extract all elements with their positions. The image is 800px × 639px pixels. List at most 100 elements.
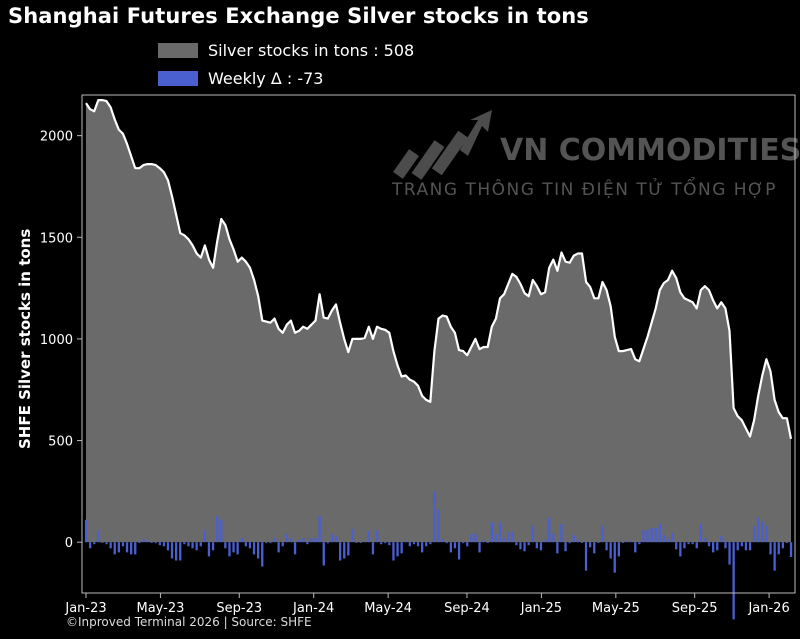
weekly-delta-bar — [736, 542, 739, 551]
weekly-delta-bar — [675, 542, 678, 550]
x-tick-label: May-25 — [592, 601, 640, 616]
weekly-delta-bar — [273, 538, 276, 543]
weekly-delta-bar — [252, 542, 256, 555]
weekly-delta-bar — [293, 542, 297, 555]
weekly-delta-bar — [162, 542, 166, 547]
weekly-delta-bar — [330, 534, 334, 543]
weekly-delta-bar — [203, 530, 206, 543]
weekly-delta-bar — [761, 521, 764, 543]
weekly-delta-bar — [572, 535, 575, 543]
weekly-delta-bar — [240, 538, 243, 543]
weekly-delta-bar — [408, 542, 411, 547]
weekly-delta-bar — [474, 534, 477, 543]
weekly-delta-bar — [658, 523, 661, 543]
weekly-delta-bar — [347, 542, 350, 556]
x-tick-label: Sep-23 — [216, 601, 262, 616]
weekly-delta-bar — [630, 541, 633, 543]
weekly-delta-bar — [728, 542, 731, 565]
x-tick-label: Jan-25 — [520, 601, 562, 616]
weekly-delta-bar — [125, 542, 129, 553]
weekly-delta-bar — [380, 542, 383, 545]
weekly-delta-bar — [367, 531, 370, 543]
weekly-delta-bar — [601, 525, 604, 543]
weekly-delta-bar — [564, 542, 567, 552]
weekly-delta-bar — [306, 542, 309, 545]
weekly-delta-bar — [412, 542, 416, 545]
weekly-delta-bar — [187, 542, 190, 547]
weekly-delta-bar — [634, 542, 637, 553]
weekly-delta-bar — [437, 509, 440, 543]
weekly-delta-bar — [154, 542, 157, 544]
y-tick-label: 1500 — [40, 231, 73, 246]
weekly-delta-bar — [97, 530, 100, 543]
weekly-delta-bar — [757, 517, 760, 543]
weekly-delta-bar — [621, 542, 625, 543]
weekly-delta-bar — [158, 542, 161, 546]
weekly-delta-bar — [232, 542, 235, 553]
weekly-delta-bar — [490, 521, 493, 543]
weekly-delta-bar — [228, 542, 231, 557]
weekly-delta-bar — [744, 542, 748, 551]
weekly-delta-bar — [597, 542, 600, 543]
weekly-delta-bar — [314, 538, 317, 543]
weekly-delta-bar — [605, 542, 608, 551]
weekly-delta-bar — [638, 542, 641, 545]
weekly-delta-bar — [441, 539, 444, 543]
weekly-delta-bar — [211, 542, 215, 551]
weekly-delta-bar — [191, 542, 194, 549]
weekly-delta-bar — [445, 542, 448, 544]
weekly-delta-bar — [375, 530, 379, 543]
weekly-delta-bar — [486, 542, 489, 543]
legend-label-stocks: Silver stocks in tons : 508 — [208, 40, 415, 60]
weekly-delta-bar — [269, 542, 272, 544]
weekly-delta-bar — [101, 542, 104, 543]
watermark: VN COMMODITIES TRANG THÔNG TIN ĐIỆN TỬ T… — [391, 110, 800, 200]
weekly-delta-bar — [289, 538, 293, 543]
weekly-delta-bar — [121, 542, 125, 547]
y-tick-label: 500 — [48, 435, 73, 450]
weekly-delta-bar — [732, 542, 735, 620]
weekly-delta-bar — [691, 542, 694, 545]
weekly-delta-bar — [470, 534, 473, 543]
weekly-delta-bar — [130, 542, 133, 555]
weekly-delta-bar — [511, 532, 514, 543]
weekly-delta-bar — [556, 542, 559, 554]
weekly-delta-bar — [584, 542, 588, 571]
weekly-delta-bar — [531, 525, 534, 543]
weekly-delta-bar — [515, 542, 518, 546]
weekly-delta-bar — [466, 542, 469, 547]
watermark-name: VN COMMODITIES — [500, 133, 800, 168]
weekly-delta-bar — [593, 542, 596, 554]
weekly-delta-bar — [117, 542, 120, 553]
weekly-delta-bar — [388, 542, 391, 546]
weekly-delta-bar — [498, 521, 502, 543]
weekly-delta-bar — [113, 542, 116, 555]
weekly-delta-bar — [671, 533, 674, 543]
weekly-delta-bar — [170, 542, 174, 559]
weekly-delta-bar — [687, 542, 690, 545]
weekly-delta-bar — [753, 525, 756, 543]
weekly-delta-bar — [617, 542, 620, 557]
legend-swatch-weekly — [158, 70, 198, 86]
weekly-delta-bar — [404, 541, 407, 543]
weekly-delta-bar — [396, 542, 399, 557]
weekly-delta-bar — [724, 542, 727, 549]
weekly-delta-bar — [195, 542, 198, 551]
weekly-delta-bar — [494, 534, 498, 543]
weekly-delta-bar — [453, 542, 457, 549]
weekly-delta-bar — [392, 542, 395, 561]
weekly-delta-bar — [371, 542, 375, 555]
weekly-delta-bar — [707, 542, 711, 547]
weekly-delta-bar — [351, 529, 354, 543]
weekly-delta-bar — [326, 542, 329, 544]
weekly-delta-bar — [457, 542, 461, 560]
weekly-delta-bar — [748, 542, 752, 551]
weekly-delta-bar — [425, 542, 428, 547]
weekly-delta-bar — [334, 536, 338, 543]
weekly-delta-bar — [179, 542, 182, 561]
weekly-delta-bar — [355, 542, 358, 543]
legend-entry-weekly: Weekly Δ : -73 — [158, 64, 414, 92]
chart-title: Shanghai Futures Exchange Silver stocks … — [8, 4, 589, 28]
weekly-delta-bar — [519, 542, 522, 550]
